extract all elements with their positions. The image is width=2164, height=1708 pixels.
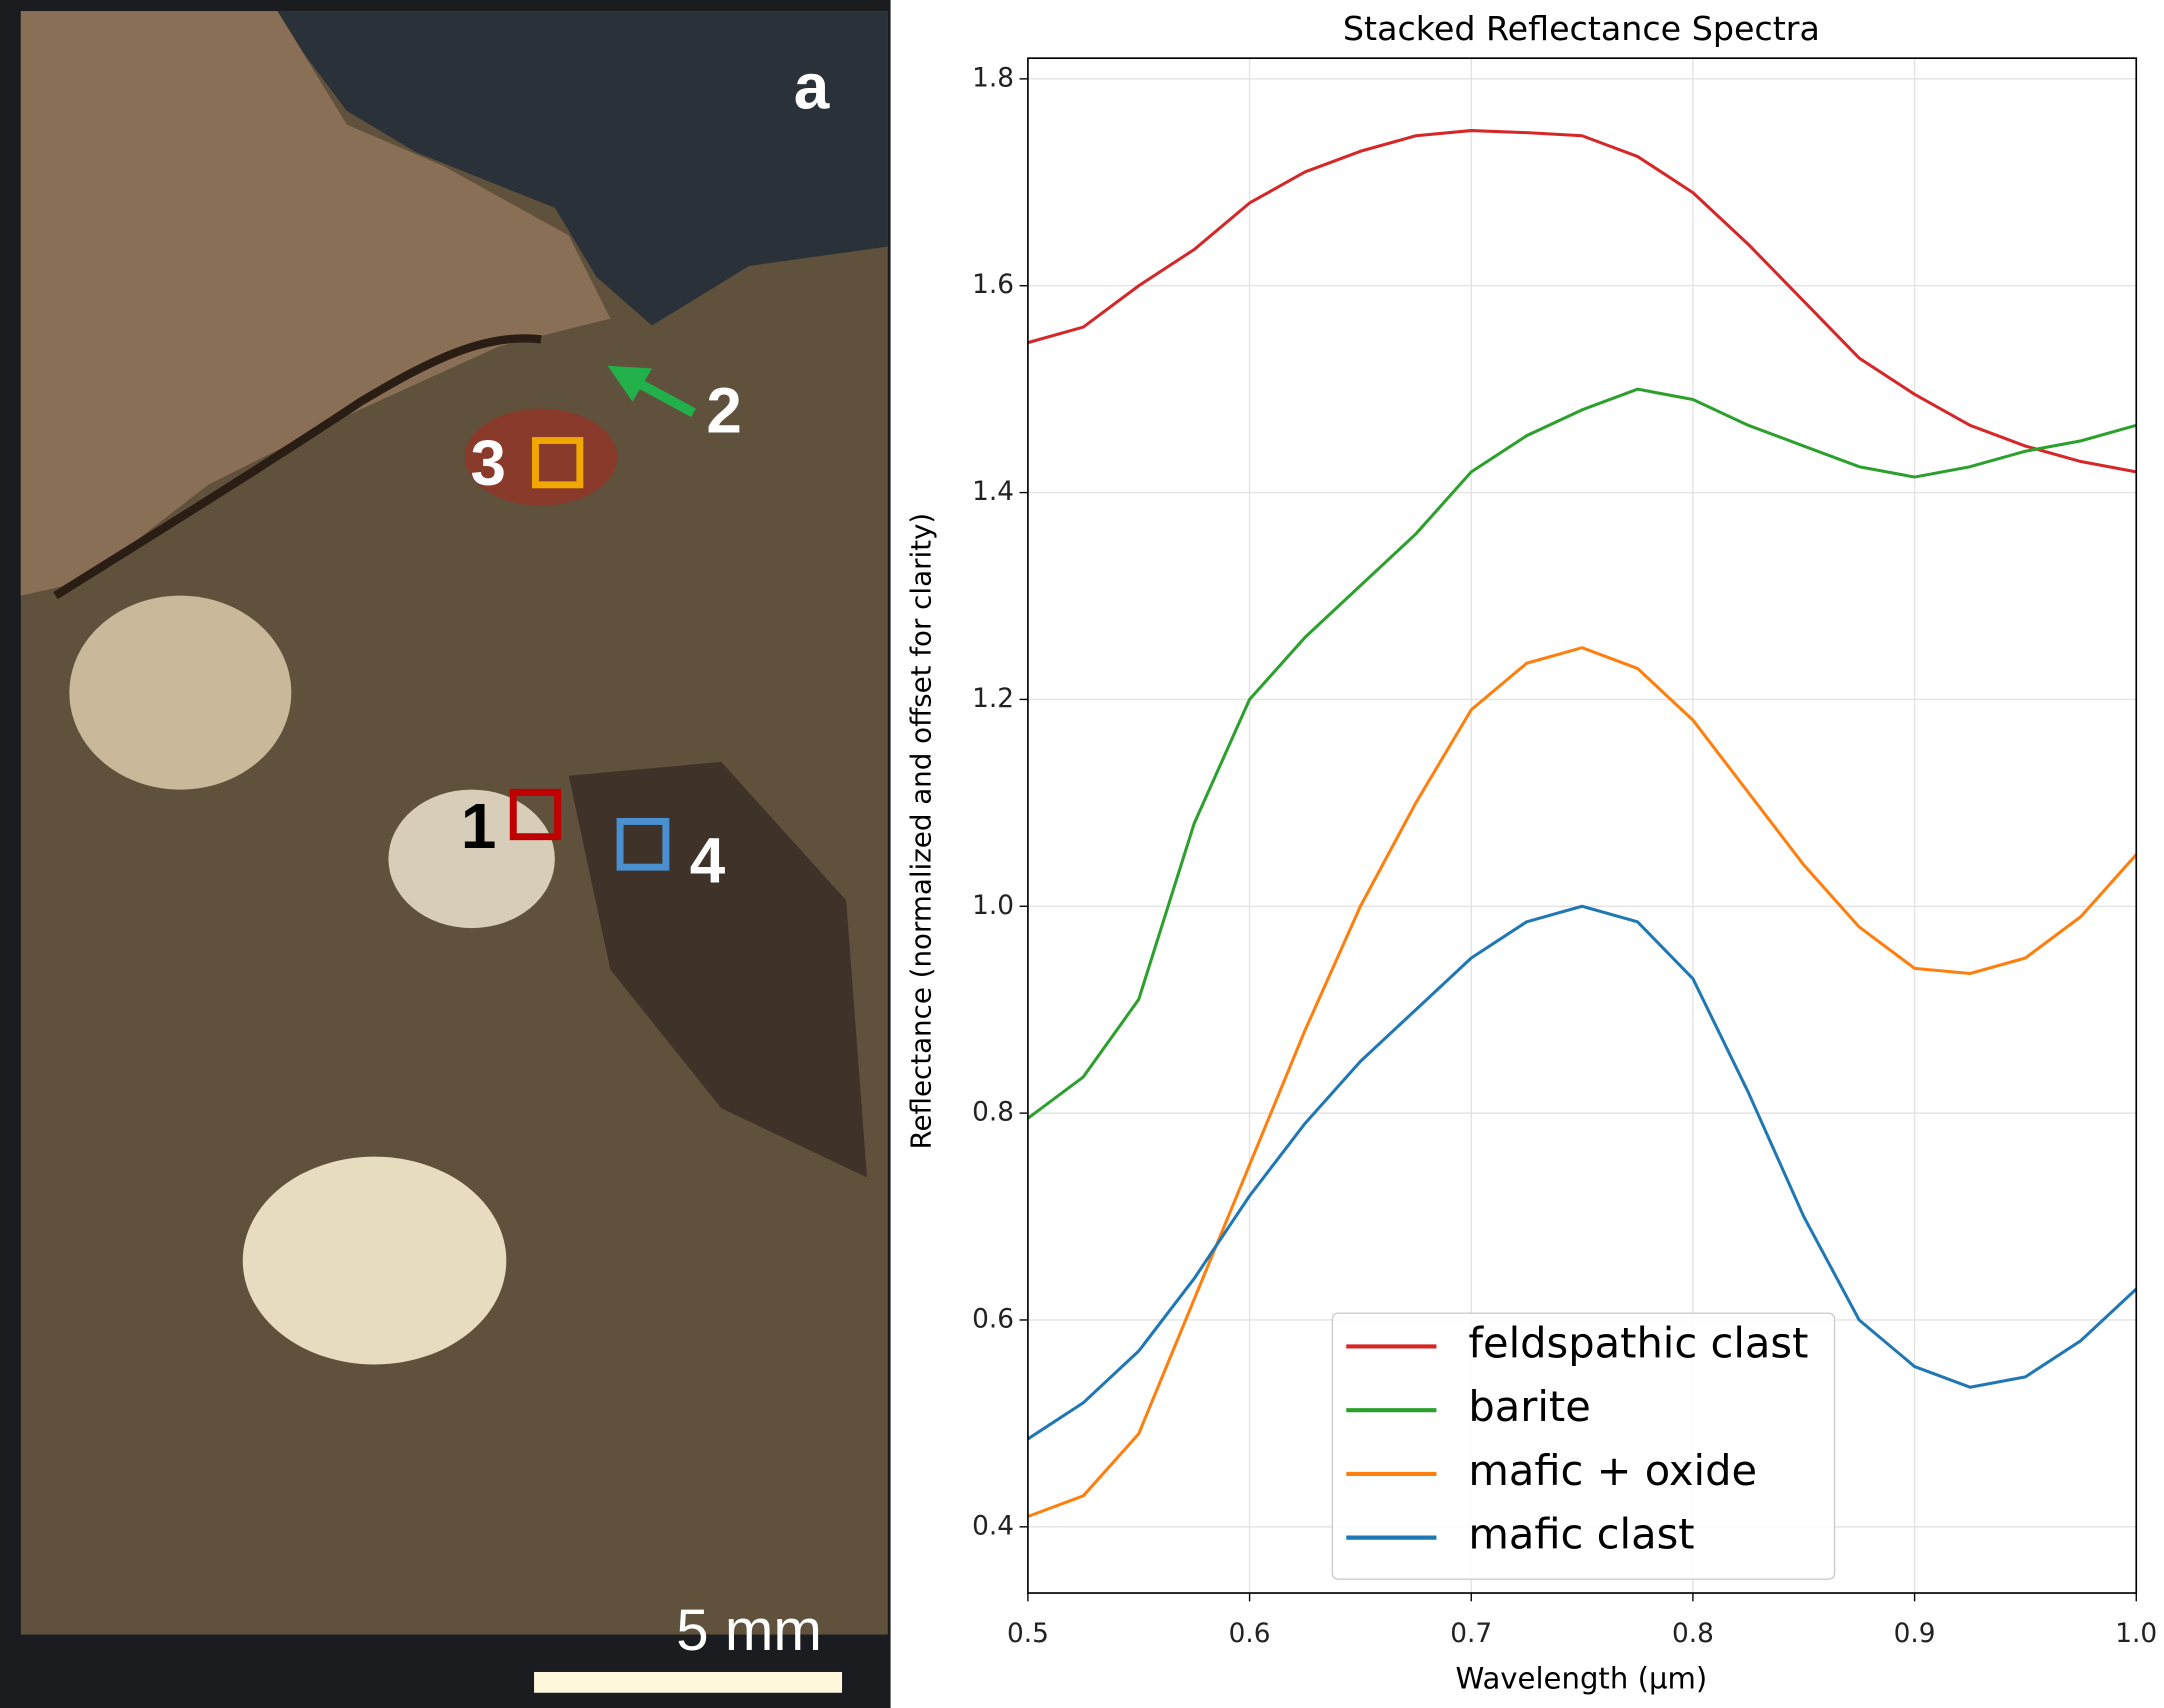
marker-label: 1 xyxy=(461,790,496,862)
spectrum-line xyxy=(1027,904,2138,1441)
spectrum-line xyxy=(1026,387,2137,1120)
x-tick-label: 1.0 xyxy=(2115,1619,2157,1649)
x-tick-label: 0.9 xyxy=(1894,1619,1936,1649)
white-clast xyxy=(242,1156,507,1365)
plot-frame xyxy=(1027,57,2138,1594)
light-clast xyxy=(20,11,611,596)
y-tick-label: 1.8 xyxy=(972,63,1014,93)
y-tick-label: 0.4 xyxy=(972,1511,1014,1541)
x-axis-label: Wavelength (µm) xyxy=(1456,1661,1708,1695)
roi-box xyxy=(531,437,584,489)
x-tick-label: 0.7 xyxy=(1450,1619,1492,1649)
spectra-chart: Stacked Reflectance Spectra Wavelength (… xyxy=(904,9,2157,1695)
legend-label: feldspathic clast xyxy=(1468,1318,1808,1367)
legend-label: mafic + oxide xyxy=(1468,1446,1757,1495)
photo-panel: a 1 2 3 4 5 mm xyxy=(0,0,891,1708)
y-tick-label: 1.4 xyxy=(972,477,1014,507)
x-tick-label: 0.6 xyxy=(1229,1619,1271,1649)
marker-label: 3 xyxy=(471,427,506,499)
roi-box xyxy=(616,817,670,871)
y-tick-label: 0.8 xyxy=(972,1098,1014,1128)
x-tick-label: 0.8 xyxy=(1672,1619,1714,1649)
y-tick-label: 1.6 xyxy=(972,270,1014,300)
scale-bar-label: 5 mm xyxy=(676,1598,822,1663)
legend-label: barite xyxy=(1468,1382,1590,1431)
mount-background xyxy=(277,11,888,326)
legend-box xyxy=(1331,1312,1836,1580)
marker-label: 4 xyxy=(690,825,726,897)
x-tick-label: 0.5 xyxy=(1007,1619,1049,1649)
vein xyxy=(53,334,542,600)
arrow-head xyxy=(607,365,652,402)
marker-label: 2 xyxy=(706,374,741,446)
y-tick-label: 1.2 xyxy=(972,684,1014,714)
spectrum-line xyxy=(1027,129,2137,474)
y-tick-label: 0.6 xyxy=(972,1304,1014,1334)
scale-bar xyxy=(534,1671,843,1693)
white-clast xyxy=(69,595,292,790)
spectrum-line xyxy=(1027,646,2138,1518)
roi-box xyxy=(509,788,562,841)
y-tick-label: 1.0 xyxy=(972,891,1014,921)
chart-title: Stacked Reflectance Spectra xyxy=(1343,9,1820,48)
legend: feldspathic clast barite mafic + oxide mafi… xyxy=(1331,1312,1836,1580)
legend-label: mafic clast xyxy=(1468,1510,1694,1559)
y-axis-label: Reflectance (normalized and offset for c… xyxy=(904,513,937,1150)
panel-label: a xyxy=(794,50,830,122)
